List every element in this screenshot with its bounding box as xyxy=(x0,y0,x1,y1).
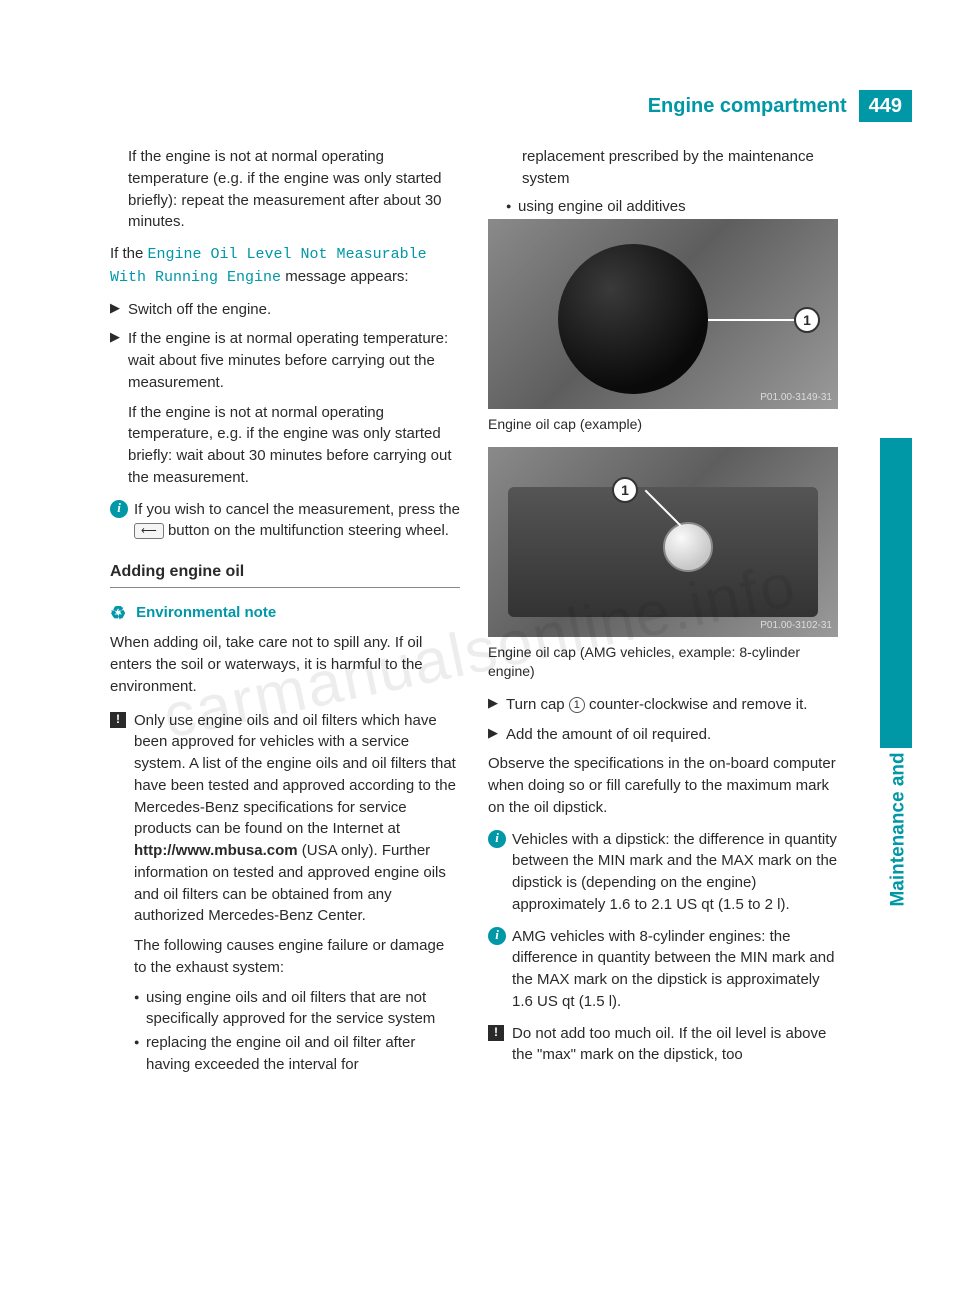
bullet-text: using engine oils and oil filters that a… xyxy=(146,987,460,1031)
info-note: i AMG vehicles with 8-cylinder engines: … xyxy=(488,926,838,1013)
env-note-title: ♻ Environmental note xyxy=(110,600,460,626)
side-tab-label: Maintenance and care xyxy=(888,708,910,907)
figure-reference: P01.00-3102-31 xyxy=(760,619,832,634)
page-number: 449 xyxy=(859,90,912,122)
caution-note: ! Only use engine oils and oil filters w… xyxy=(110,710,460,1078)
subheading: Adding engine oil xyxy=(110,560,460,583)
callout-ref: 1 xyxy=(569,697,585,713)
step-marker-icon: ▶ xyxy=(110,328,128,393)
step-text: Switch off the engine. xyxy=(128,299,460,321)
bullet-text: replacing the engine oil and oil filter … xyxy=(146,1032,460,1076)
divider xyxy=(110,587,460,588)
oil-cap-graphic xyxy=(558,244,708,394)
left-column: If the engine is not at normal operating… xyxy=(110,146,460,1088)
exclamation-icon: ! xyxy=(110,712,126,728)
env-note-body: When adding oil, take care not to spill … xyxy=(110,632,460,697)
step-text: If the engine is at normal operating tem… xyxy=(128,328,460,393)
bullet-item: ● using engine oil additives xyxy=(506,196,838,218)
info-text: If you wish to cancel the measurement, p… xyxy=(134,499,460,543)
right-column: replacement prescribed by the maintenanc… xyxy=(488,146,838,1088)
bullet-item: ● using engine oils and oil filters that… xyxy=(134,987,460,1031)
continuation-text: replacement prescribed by the maintenanc… xyxy=(488,146,838,190)
step-marker-icon: ▶ xyxy=(488,724,506,746)
info-text: AMG vehicles with 8-cylinder engines: th… xyxy=(512,926,838,1013)
info-icon: i xyxy=(488,927,506,945)
step-text: Add the amount of oil required. xyxy=(506,724,838,746)
text: If you wish to cancel the measurement, p… xyxy=(134,501,460,518)
bullet-icon: ● xyxy=(506,196,518,218)
caution-body: Only use engine oils and oil filters whi… xyxy=(134,710,460,1078)
bullet-item: ● replacing the engine oil and oil filte… xyxy=(134,1032,460,1076)
paragraph: If the Engine Oil Level Not Measurable W… xyxy=(110,243,460,289)
paragraph: If the engine is not at normal operating… xyxy=(110,402,460,489)
step-marker-icon: ▶ xyxy=(110,299,128,321)
callout-line xyxy=(708,319,798,321)
paragraph: Observe the specifications in the on-boa… xyxy=(488,753,838,818)
info-text: Vehicles with a dipstick: the difference… xyxy=(512,829,838,916)
caution-note: ! Do not add too much oil. If the oil le… xyxy=(488,1023,838,1067)
step-item: ▶ Add the amount of oil required. xyxy=(488,724,838,746)
callout-marker: 1 xyxy=(794,307,820,333)
step-item: ▶ Turn cap 1 counter-clockwise and remov… xyxy=(488,694,838,716)
text: Turn cap xyxy=(506,696,569,713)
side-tab xyxy=(880,438,912,748)
figure-oil-cap-amg: 1 P01.00-3102-31 xyxy=(488,447,838,637)
info-note: i If you wish to cancel the measurement,… xyxy=(110,499,460,543)
step-marker-icon: ▶ xyxy=(488,694,506,716)
figure-reference: P01.00-3149-31 xyxy=(760,391,832,406)
text: message appears: xyxy=(281,268,409,285)
environmental-note: ♻ Environmental note When adding oil, ta… xyxy=(110,600,460,697)
caution-text: Do not add too much oil. If the oil leve… xyxy=(512,1023,838,1067)
bullet-icon: ● xyxy=(134,987,146,1031)
env-title-text: Environmental note xyxy=(136,602,276,624)
leaf-icon: ♻ xyxy=(110,600,126,626)
step-text: Turn cap 1 counter-clockwise and remove … xyxy=(506,694,838,716)
text: counter-clockwise and remove it. xyxy=(585,696,808,713)
info-icon: i xyxy=(488,830,506,848)
text: Only use engine oils and oil filters whi… xyxy=(134,712,456,838)
step-item: ▶ If the engine is at normal operating t… xyxy=(110,328,460,393)
figure-caption: Engine oil cap (example) xyxy=(488,415,838,433)
text: The following causes engine failure or d… xyxy=(134,935,460,979)
paragraph: If the engine is not at normal operating… xyxy=(110,146,460,233)
section-title: Engine compartment xyxy=(648,90,859,122)
bullet-text: using engine oil additives xyxy=(518,196,686,218)
back-button-icon: ⟵ xyxy=(134,523,164,539)
text: If the xyxy=(110,245,148,262)
url-text: http://www.mbusa.com xyxy=(134,842,298,859)
info-icon: i xyxy=(110,500,128,518)
text: button on the multifunction steering whe… xyxy=(164,522,449,539)
step-item: ▶ Switch off the engine. xyxy=(110,299,460,321)
figure-caption: Engine oil cap (AMG vehicles, example: 8… xyxy=(488,643,838,679)
bullet-icon: ● xyxy=(134,1032,146,1076)
page-header: Engine compartment 449 xyxy=(648,90,912,122)
info-note: i Vehicles with a dipstick: the differen… xyxy=(488,829,838,916)
exclamation-icon: ! xyxy=(488,1025,504,1041)
figure-oil-cap: 1 P01.00-3149-31 xyxy=(488,219,838,409)
page-content: Engine compartment 449 Maintenance and c… xyxy=(0,0,960,1128)
